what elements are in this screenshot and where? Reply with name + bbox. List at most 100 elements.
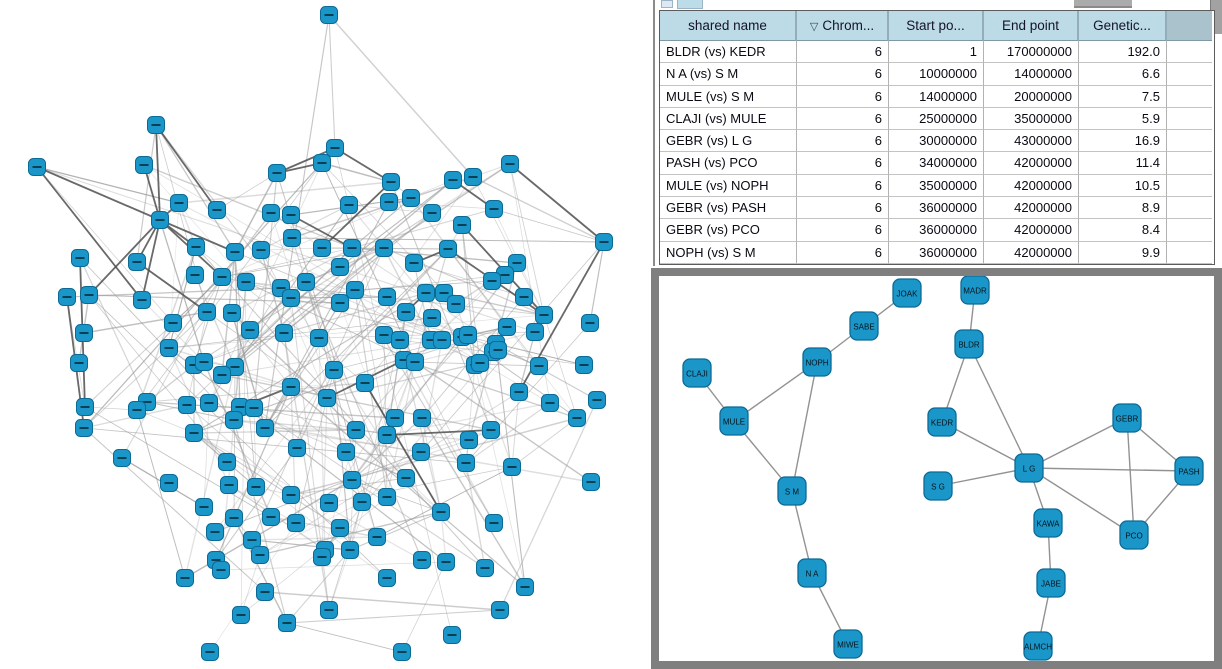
network-node[interactable] — [413, 409, 431, 427]
table-cell[interactable]: 30000000 — [889, 130, 984, 153]
network-node-bldr[interactable]: BLDR — [954, 329, 984, 359]
network-node[interactable] — [313, 154, 331, 172]
network-node[interactable] — [218, 453, 236, 471]
table-row[interactable]: N A (vs) S M 6 10000000 14000000 6.6 — [660, 63, 1212, 86]
network-node[interactable] — [491, 601, 509, 619]
table-cell[interactable]: 42000000 — [984, 241, 1079, 264]
network-node[interactable] — [76, 398, 94, 416]
table-cell[interactable]: BLDR (vs) KEDR — [660, 41, 797, 64]
network-node[interactable] — [382, 173, 400, 191]
network-node[interactable] — [443, 626, 461, 644]
column-header-extra[interactable] — [1167, 11, 1212, 41]
network-node-s-m[interactable]: S M — [777, 476, 807, 506]
network-node-sabe[interactable]: SABE — [849, 311, 879, 341]
network-node[interactable] — [535, 306, 553, 324]
network-node[interactable] — [71, 249, 89, 267]
network-node[interactable] — [337, 443, 355, 461]
network-node[interactable] — [485, 200, 503, 218]
table-cell[interactable]: 6 — [797, 130, 889, 153]
network-node[interactable] — [515, 288, 533, 306]
network-node[interactable] — [128, 401, 146, 419]
table-cell[interactable]: PASH (vs) PCO — [660, 152, 797, 175]
table-row[interactable]: CLAJI (vs) MULE 6 25000000 35000000 5.9 — [660, 107, 1212, 131]
network-node[interactable] — [237, 273, 255, 291]
large-network-canvas[interactable] — [0, 0, 655, 669]
table-cell[interactable]: GEBR (vs) L G — [660, 130, 797, 153]
network-node[interactable] — [160, 339, 178, 357]
network-node[interactable] — [464, 168, 482, 186]
network-node[interactable] — [575, 356, 593, 374]
network-node[interactable] — [482, 421, 500, 439]
table-cell[interactable]: GEBR (vs) PCO — [660, 219, 797, 242]
network-node[interactable] — [347, 421, 365, 439]
table-cell[interactable]: 14000000 — [889, 85, 984, 108]
table-cell[interactable]: 6 — [797, 63, 889, 86]
network-node[interactable] — [225, 509, 243, 527]
network-node[interactable] — [75, 419, 93, 437]
network-node[interactable] — [432, 503, 450, 521]
network-node[interactable] — [326, 139, 344, 157]
network-node[interactable] — [378, 488, 396, 506]
network-node[interactable] — [526, 323, 544, 341]
network-node[interactable] — [232, 606, 250, 624]
table-cell[interactable]: 42000000 — [984, 197, 1079, 220]
network-node[interactable] — [320, 494, 338, 512]
table-cell[interactable]: 10000000 — [889, 63, 984, 86]
network-node[interactable] — [80, 286, 98, 304]
network-node-mule[interactable]: MULE — [719, 406, 749, 436]
network-node[interactable] — [375, 326, 393, 344]
table-row[interactable]: MULE (vs) S M 6 14000000 20000000 7.5 — [660, 85, 1212, 108]
table-cell[interactable]: CLAJI (vs) MULE — [660, 107, 797, 131]
network-node[interactable] — [251, 546, 269, 564]
network-node[interactable] — [460, 431, 478, 449]
network-node[interactable] — [195, 498, 213, 516]
network-node[interactable] — [343, 239, 361, 257]
table-cell[interactable]: 10.5 — [1079, 174, 1167, 198]
network-node[interactable] — [386, 409, 404, 427]
network-node[interactable] — [225, 411, 243, 429]
network-node[interactable] — [393, 643, 411, 661]
table-cell[interactable]: 35000000 — [889, 174, 984, 198]
network-node[interactable] — [406, 353, 424, 371]
network-node[interactable] — [135, 156, 153, 174]
network-node-kedr[interactable]: KEDR — [927, 407, 957, 437]
network-node[interactable] — [243, 531, 261, 549]
table-cell[interactable]: 6 — [797, 219, 889, 242]
network-node[interactable] — [459, 326, 477, 344]
network-node-claji[interactable]: CLAJI — [682, 358, 712, 388]
table-cell[interactable]: 42000000 — [984, 174, 1079, 198]
network-node[interactable] — [282, 206, 300, 224]
network-node[interactable] — [160, 474, 178, 492]
network-node[interactable] — [133, 291, 151, 309]
network-node[interactable] — [405, 254, 423, 272]
network-node[interactable] — [282, 486, 300, 504]
network-node-almch[interactable]: ALMCH — [1023, 631, 1053, 661]
network-node[interactable] — [208, 201, 226, 219]
network-node[interactable] — [516, 578, 534, 596]
network-node[interactable] — [318, 389, 336, 407]
column-header-chromosome[interactable]: ▽ Chrom... — [797, 11, 889, 41]
network-node[interactable] — [262, 508, 280, 526]
network-node[interactable] — [213, 268, 231, 286]
network-node-jabe[interactable]: JABE — [1036, 568, 1066, 598]
network-node[interactable] — [375, 239, 393, 257]
table-cell[interactable]: 8.4 — [1079, 219, 1167, 242]
table-row[interactable]: BLDR (vs) KEDR 6 1 170000000 192.0 — [660, 41, 1212, 64]
network-node[interactable] — [397, 303, 415, 321]
network-node[interactable] — [283, 229, 301, 247]
network-node[interactable] — [164, 314, 182, 332]
table-cell[interactable]: 6 — [797, 197, 889, 220]
network-node[interactable] — [368, 528, 386, 546]
table-cell[interactable]: 43000000 — [984, 130, 1079, 153]
column-header-start-position[interactable]: Start po... — [889, 11, 984, 41]
network-node[interactable] — [320, 6, 338, 24]
network-node[interactable] — [439, 240, 457, 258]
table-cell[interactable]: 6 — [797, 174, 889, 198]
table-cell[interactable]: 192.0 — [1079, 41, 1167, 64]
network-node[interactable] — [223, 304, 241, 322]
network-node[interactable] — [541, 394, 559, 412]
network-node[interactable] — [588, 391, 606, 409]
table-cell[interactable]: N A (vs) S M — [660, 63, 797, 86]
table-row[interactable]: PASH (vs) PCO 6 34000000 42000000 11.4 — [660, 152, 1212, 175]
network-node[interactable] — [331, 519, 349, 537]
